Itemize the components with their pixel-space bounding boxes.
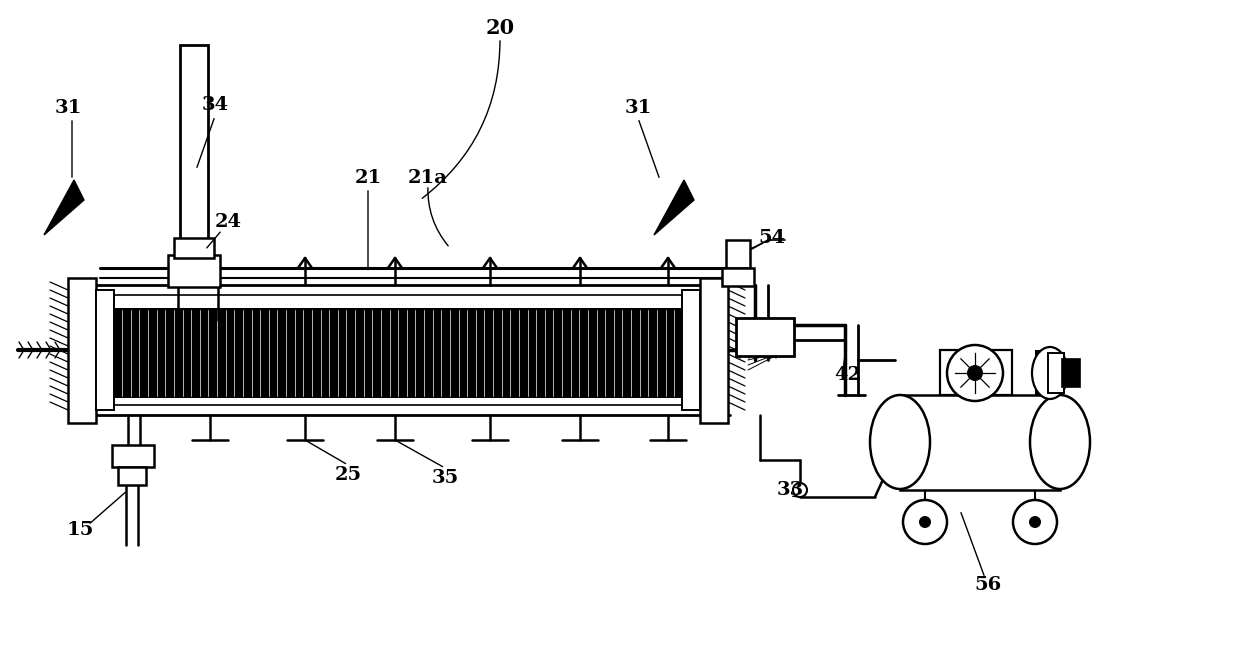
Ellipse shape bbox=[1032, 347, 1068, 399]
Bar bbox=[900, 395, 1060, 490]
Bar bbox=[174, 238, 215, 258]
Text: 15: 15 bbox=[66, 521, 94, 539]
Bar bbox=[737, 318, 794, 356]
Circle shape bbox=[1029, 516, 1042, 528]
Ellipse shape bbox=[870, 395, 930, 489]
Bar bbox=[167, 255, 219, 287]
Bar bbox=[1035, 350, 1055, 396]
Text: 56: 56 bbox=[975, 576, 1002, 594]
Text: 35: 35 bbox=[432, 469, 459, 487]
Polygon shape bbox=[653, 180, 694, 235]
Bar bbox=[118, 467, 146, 485]
Bar bbox=[100, 308, 706, 398]
Bar bbox=[701, 278, 728, 423]
Bar bbox=[722, 268, 754, 286]
Bar bbox=[725, 240, 750, 268]
Circle shape bbox=[1013, 500, 1056, 544]
Bar bbox=[180, 45, 208, 255]
Bar bbox=[1061, 359, 1080, 387]
Bar bbox=[940, 350, 1012, 395]
Text: 31: 31 bbox=[55, 99, 82, 117]
Polygon shape bbox=[43, 180, 84, 235]
Text: 33: 33 bbox=[776, 481, 804, 499]
Bar bbox=[112, 445, 154, 467]
Bar bbox=[1048, 353, 1064, 393]
Text: 25: 25 bbox=[335, 466, 362, 484]
Text: 31: 31 bbox=[624, 99, 652, 117]
Text: 42: 42 bbox=[835, 366, 862, 384]
Text: 21a: 21a bbox=[408, 169, 448, 187]
Bar bbox=[68, 278, 95, 423]
Circle shape bbox=[947, 345, 1003, 401]
Text: 24: 24 bbox=[215, 213, 242, 231]
Ellipse shape bbox=[1030, 395, 1090, 489]
Circle shape bbox=[794, 483, 807, 497]
Text: 34: 34 bbox=[201, 96, 228, 114]
Text: 21: 21 bbox=[355, 169, 382, 187]
Text: 20: 20 bbox=[485, 18, 515, 38]
Bar bbox=[95, 290, 114, 410]
Circle shape bbox=[919, 516, 931, 528]
Bar bbox=[682, 290, 701, 410]
Circle shape bbox=[903, 500, 947, 544]
Text: 54: 54 bbox=[759, 229, 786, 247]
Circle shape bbox=[967, 365, 983, 381]
